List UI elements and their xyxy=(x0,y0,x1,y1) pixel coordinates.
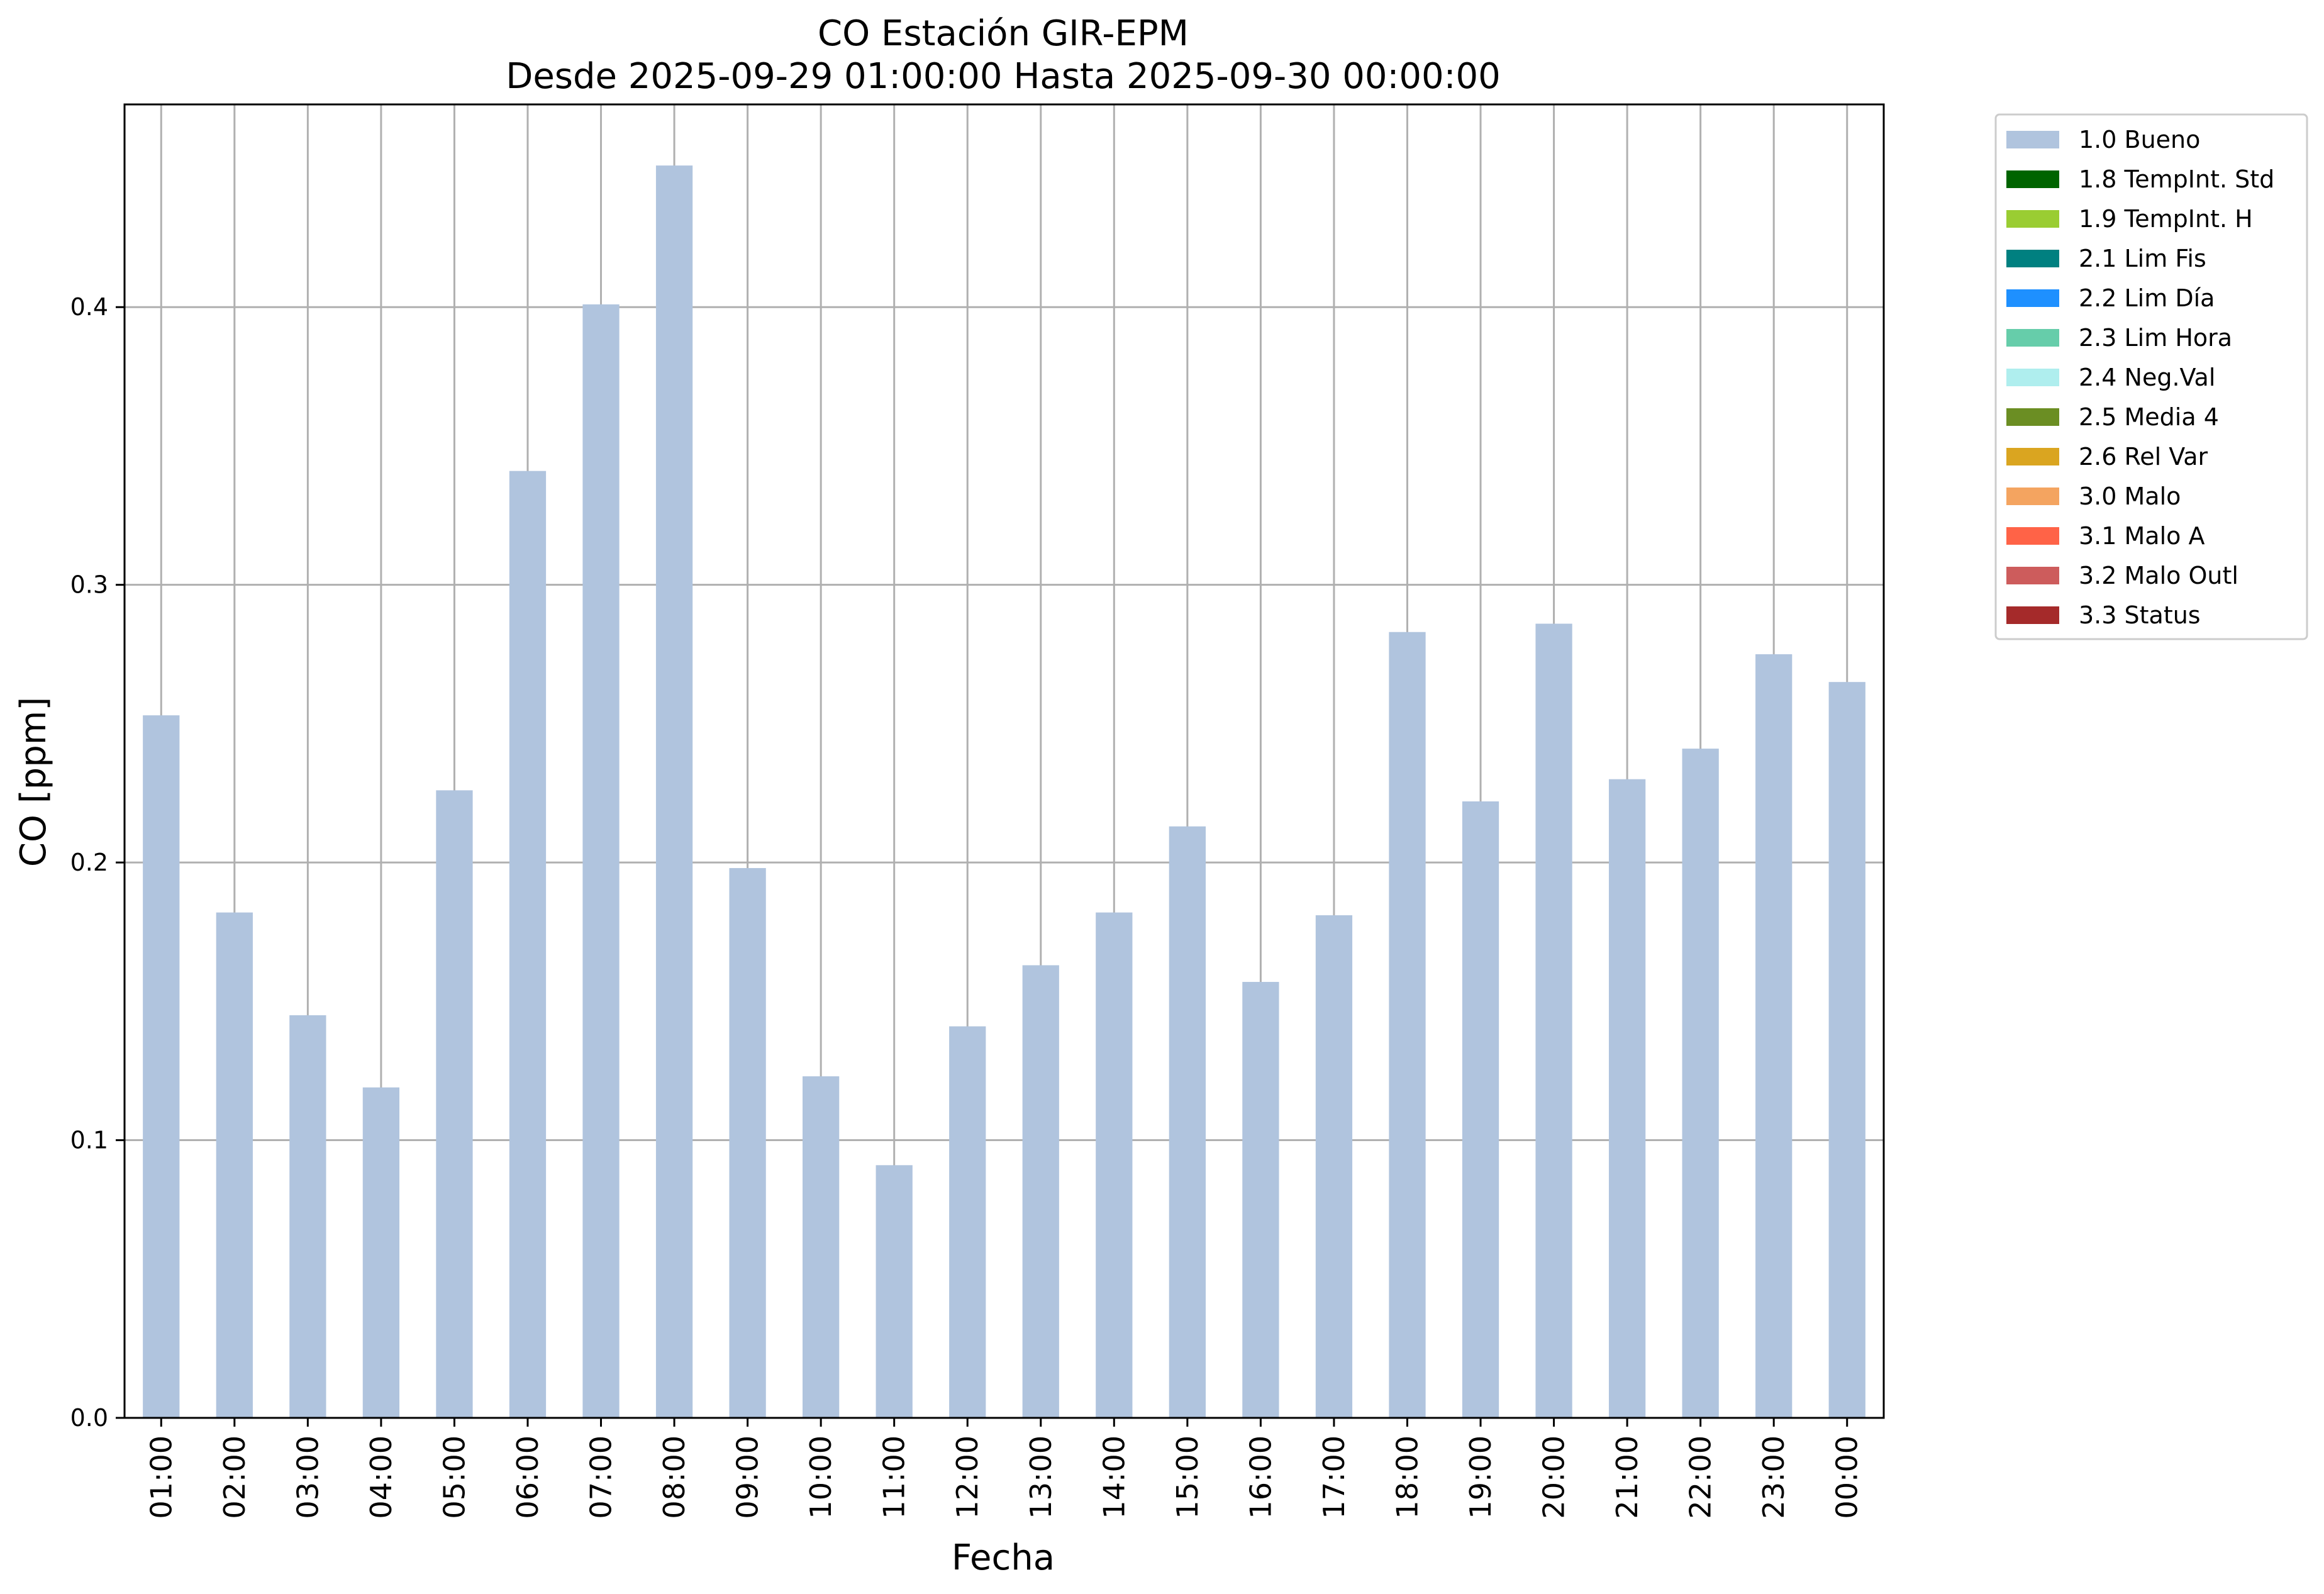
x-tick-label: 23:00 xyxy=(1757,1435,1791,1519)
bar-1100 xyxy=(876,1165,913,1418)
legend-label: 2.1 Lim Fis xyxy=(2079,245,2206,272)
legend-label: 2.4 Neg.Val xyxy=(2079,364,2215,391)
bar-0500 xyxy=(436,790,473,1418)
legend-label: 2.6 Rel Var xyxy=(2079,443,2208,471)
legend-swatch xyxy=(2006,527,2059,545)
legend-swatch xyxy=(2006,606,2059,624)
legend-label: 3.2 Malo Outl xyxy=(2079,562,2238,589)
legend-label: 1.9 TempInt. H xyxy=(2079,205,2253,233)
bar-0000 xyxy=(1828,682,1865,1418)
legend-swatch xyxy=(2006,131,2059,148)
y-tick-label: 0.0 xyxy=(70,1404,108,1432)
legend-label: 2.5 Media 4 xyxy=(2079,403,2219,431)
bar-1200 xyxy=(949,1026,986,1418)
legend-frame xyxy=(1994,113,2308,640)
legend: 1.0 Bueno 1.8 TempInt. Std 1.9 TempInt. H 2… xyxy=(1994,113,2308,640)
x-tick-label: 07:00 xyxy=(584,1435,618,1519)
legend-swatch xyxy=(2006,289,2059,307)
chart-title: CO Estación GIR-EPM xyxy=(818,13,1189,54)
y-tick-label: 0.2 xyxy=(70,849,108,876)
x-tick-label: 17:00 xyxy=(1317,1435,1351,1519)
x-tick-label: 19:00 xyxy=(1464,1435,1498,1519)
bar-0200 xyxy=(216,912,253,1418)
legend-label: 3.0 Malo xyxy=(2079,482,2181,510)
chart-subtitle: Desde 2025-09-29 01:00:00 Hasta 2025-09-… xyxy=(506,56,1501,97)
bar-1400 xyxy=(1096,912,1133,1418)
x-tick-label: 11:00 xyxy=(877,1435,911,1519)
x-tick-label: 18:00 xyxy=(1390,1435,1424,1519)
bar-1000 xyxy=(803,1076,840,1418)
bar-0100 xyxy=(143,715,180,1418)
legend-label: 2.3 Lim Hora xyxy=(2079,324,2232,352)
bar-1800 xyxy=(1389,632,1426,1418)
plot-frame xyxy=(123,103,1885,1419)
legend-swatch xyxy=(2006,210,2059,228)
x-axis-label: Fecha xyxy=(952,1537,1055,1578)
y-axis-label: CO [ppm] xyxy=(13,697,54,867)
x-axis: 01:00 02:00 03:00 04:00 05:00 06:00 07:00 08:00… xyxy=(144,1418,1864,1519)
bar-1600 xyxy=(1242,981,1279,1418)
legend-label: 1.8 TempInt. Std xyxy=(2079,165,2274,193)
bar-2100 xyxy=(1608,779,1646,1418)
x-tick-label: 03:00 xyxy=(291,1435,325,1519)
x-tick-label: 15:00 xyxy=(1170,1435,1204,1519)
x-tick-label: 22:00 xyxy=(1684,1435,1718,1519)
x-tick-label: 01:00 xyxy=(144,1435,178,1519)
legend-swatch xyxy=(2006,408,2059,426)
x-tick-label: 09:00 xyxy=(731,1435,765,1519)
x-tick-label: 10:00 xyxy=(804,1435,838,1519)
bar-0900 xyxy=(729,867,766,1418)
legend-swatch xyxy=(2006,170,2059,188)
x-tick-label: 12:00 xyxy=(950,1435,984,1519)
legend-label: 1.0 Bueno xyxy=(2079,126,2200,153)
legend-label: 2.2 Lim Día xyxy=(2079,284,2215,312)
x-tick-label: 20:00 xyxy=(1537,1435,1571,1519)
bar-0400 xyxy=(362,1087,400,1418)
x-tick-label: 16:00 xyxy=(1243,1435,1277,1519)
bar-0300 xyxy=(289,1015,326,1418)
legend-label: 3.3 Status xyxy=(2079,601,2201,629)
bar-1900 xyxy=(1462,801,1499,1418)
bar-2300 xyxy=(1755,654,1793,1418)
legend-swatch xyxy=(2006,448,2059,465)
x-tick-label: 06:00 xyxy=(511,1435,545,1519)
x-tick-label: 00:00 xyxy=(1830,1435,1864,1519)
x-tick-label: 08:00 xyxy=(657,1435,691,1519)
legend-label: 3.1 Malo A xyxy=(2079,522,2204,550)
x-tick-label: 05:00 xyxy=(437,1435,471,1519)
legend-swatch xyxy=(2006,329,2059,347)
x-tick-label: 14:00 xyxy=(1097,1435,1131,1519)
y-tick-label: 0.4 xyxy=(70,293,108,321)
y-tick-label: 0.1 xyxy=(70,1127,108,1154)
legend-swatch xyxy=(2006,250,2059,267)
x-tick-label: 21:00 xyxy=(1610,1435,1644,1519)
bars xyxy=(143,165,1865,1418)
x-tick-label: 13:00 xyxy=(1024,1435,1058,1519)
bar-1300 xyxy=(1022,965,1059,1418)
y-tick-label: 0.3 xyxy=(70,571,108,599)
legend-swatch xyxy=(2006,567,2059,584)
legend-swatch xyxy=(2006,369,2059,386)
bar-0600 xyxy=(509,471,547,1418)
bar-1500 xyxy=(1169,826,1206,1418)
x-tick-label: 02:00 xyxy=(218,1435,252,1519)
bar-2200 xyxy=(1682,749,1719,1418)
bar-0700 xyxy=(582,304,620,1418)
bar-0800 xyxy=(655,165,693,1418)
x-tick-label: 04:00 xyxy=(364,1435,398,1519)
legend-swatch xyxy=(2006,488,2059,505)
bar-1700 xyxy=(1315,915,1353,1418)
y-axis: 0.0 0.1 0.2 0.3 0.4 xyxy=(70,293,125,1432)
bar-2000 xyxy=(1535,623,1572,1418)
